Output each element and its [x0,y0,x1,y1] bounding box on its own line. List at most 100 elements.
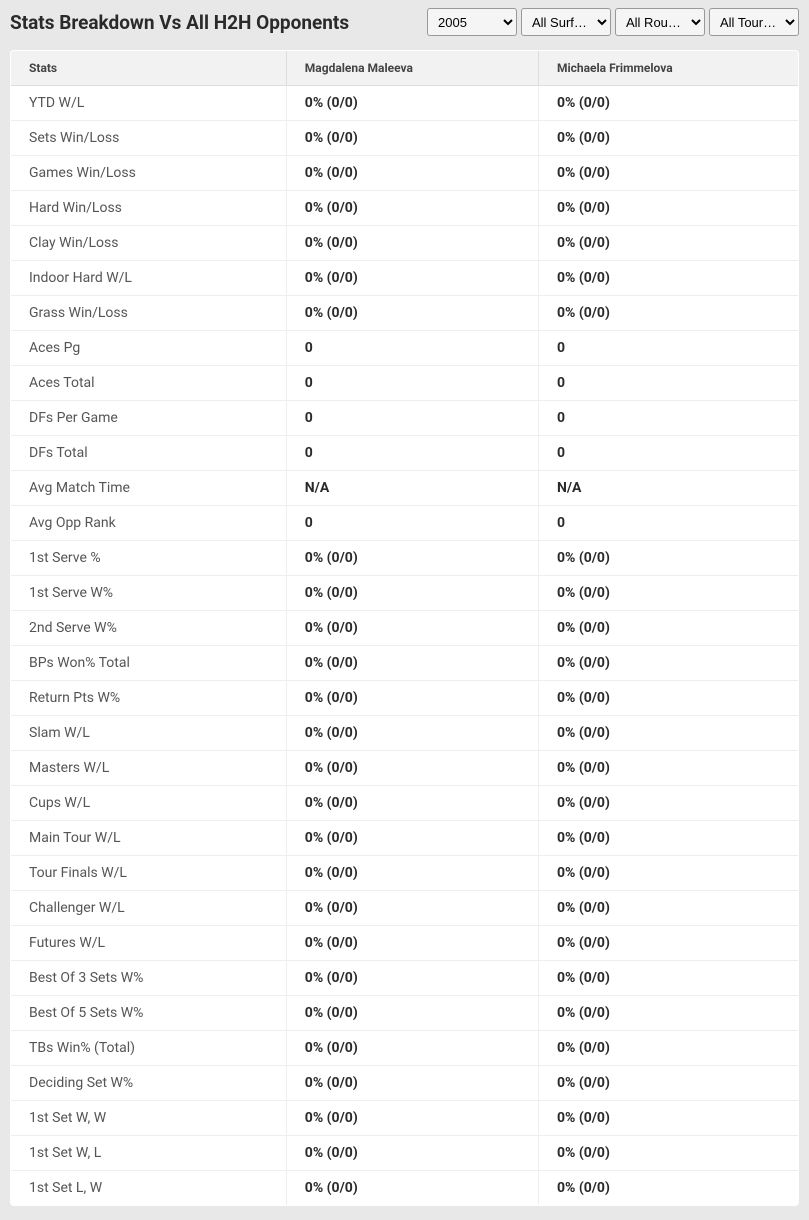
table-row: 1st Set L, W0% (0/0)0% (0/0) [11,1171,799,1206]
table-row: 1st Set W, L0% (0/0)0% (0/0) [11,1136,799,1171]
table-row: Deciding Set W%0% (0/0)0% (0/0) [11,1066,799,1101]
player1-value: 0% (0/0) [286,646,538,681]
player1-value: 0% (0/0) [286,156,538,191]
surface-select[interactable]: All Surf… [521,8,611,36]
player2-value: 0% (0/0) [538,716,798,751]
stat-label: Aces Pg [11,331,287,366]
player1-value: 0% (0/0) [286,996,538,1031]
player2-value: 0% (0/0) [538,926,798,961]
table-row: Avg Match TimeN/AN/A [11,471,799,506]
stat-label: DFs Per Game [11,401,287,436]
player2-value: 0 [538,366,798,401]
header-bar: Stats Breakdown Vs All H2H Opponents 200… [0,0,809,44]
table-row: Sets Win/Loss0% (0/0)0% (0/0) [11,121,799,156]
table-row: 1st Set W, W0% (0/0)0% (0/0) [11,1101,799,1136]
stat-label: 1st Serve % [11,541,287,576]
table-row: Clay Win/Loss0% (0/0)0% (0/0) [11,226,799,261]
player2-value: 0% (0/0) [538,1066,798,1101]
stat-label: YTD W/L [11,86,287,121]
table-row: Best Of 5 Sets W%0% (0/0)0% (0/0) [11,996,799,1031]
player2-value: 0% (0/0) [538,961,798,996]
stat-label: 1st Set L, W [11,1171,287,1206]
player1-value: 0% (0/0) [286,961,538,996]
table-row: Masters W/L0% (0/0)0% (0/0) [11,751,799,786]
player2-value: 0 [538,401,798,436]
player2-value: 0 [538,506,798,541]
table-row: Best Of 3 Sets W%0% (0/0)0% (0/0) [11,961,799,996]
player2-value: N/A [538,471,798,506]
table-row: Indoor Hard W/L0% (0/0)0% (0/0) [11,261,799,296]
player2-value: 0% (0/0) [538,681,798,716]
player1-value: 0% (0/0) [286,716,538,751]
table-row: 2nd Serve W%0% (0/0)0% (0/0) [11,611,799,646]
player2-value: 0% (0/0) [538,1171,798,1206]
table-row: Slam W/L0% (0/0)0% (0/0) [11,716,799,751]
stat-label: Main Tour W/L [11,821,287,856]
stat-label: Games Win/Loss [11,156,287,191]
stat-label: BPs Won% Total [11,646,287,681]
stat-label: Deciding Set W% [11,1066,287,1101]
player1-value: 0% (0/0) [286,856,538,891]
stat-label: Hard Win/Loss [11,191,287,226]
table-row: Challenger W/L0% (0/0)0% (0/0) [11,891,799,926]
table-row: DFs Per Game00 [11,401,799,436]
stat-label: Sets Win/Loss [11,121,287,156]
stat-label: Clay Win/Loss [11,226,287,261]
table-row: Tour Finals W/L0% (0/0)0% (0/0) [11,856,799,891]
stat-label: Slam W/L [11,716,287,751]
table-body: YTD W/L0% (0/0)0% (0/0)Sets Win/Loss0% (… [11,86,799,1206]
stat-label: Best Of 5 Sets W% [11,996,287,1031]
table-row: Games Win/Loss0% (0/0)0% (0/0) [11,156,799,191]
table-row: 1st Serve W%0% (0/0)0% (0/0) [11,576,799,611]
tour-select[interactable]: All Tour… [709,8,799,36]
player1-value: 0 [286,401,538,436]
player1-value: 0% (0/0) [286,121,538,156]
table-row: YTD W/L0% (0/0)0% (0/0) [11,86,799,121]
filter-group: 2005 All Surf… All Rou… All Tour… [427,8,799,36]
page-title: Stats Breakdown Vs All H2H Opponents [10,11,419,34]
player2-value: 0% (0/0) [538,786,798,821]
table-row: TBs Win% (Total)0% (0/0)0% (0/0) [11,1031,799,1066]
player2-value: 0% (0/0) [538,226,798,261]
player2-value: 0% (0/0) [538,121,798,156]
stats-table: Stats Magdalena Maleeva Michaela Frimmel… [10,50,799,1206]
stat-label: Best Of 3 Sets W% [11,961,287,996]
player2-value: 0% (0/0) [538,86,798,121]
stat-label: Grass Win/Loss [11,296,287,331]
column-header-stats: Stats [11,51,287,86]
year-select[interactable]: 2005 [427,8,517,36]
round-select[interactable]: All Rou… [615,8,705,36]
table-container: Stats Magdalena Maleeva Michaela Frimmel… [0,44,809,1216]
stat-label: 1st Serve W% [11,576,287,611]
player1-value: 0 [286,331,538,366]
player1-value: 0% (0/0) [286,821,538,856]
player1-value: 0% (0/0) [286,261,538,296]
table-row: BPs Won% Total0% (0/0)0% (0/0) [11,646,799,681]
player2-value: 0% (0/0) [538,856,798,891]
table-row: Grass Win/Loss0% (0/0)0% (0/0) [11,296,799,331]
player1-value: 0% (0/0) [286,751,538,786]
player2-value: 0% (0/0) [538,261,798,296]
stat-label: 1st Set W, W [11,1101,287,1136]
stat-label: Futures W/L [11,926,287,961]
stat-label: Challenger W/L [11,891,287,926]
table-row: Return Pts W%0% (0/0)0% (0/0) [11,681,799,716]
player1-value: N/A [286,471,538,506]
stat-label: Masters W/L [11,751,287,786]
stat-label: Avg Match Time [11,471,287,506]
player1-value: 0% (0/0) [286,1031,538,1066]
player1-value: 0% (0/0) [286,296,538,331]
player1-value: 0% (0/0) [286,1066,538,1101]
player2-value: 0% (0/0) [538,541,798,576]
player1-value: 0 [286,366,538,401]
player2-value: 0% (0/0) [538,891,798,926]
player1-value: 0% (0/0) [286,786,538,821]
player1-value: 0% (0/0) [286,86,538,121]
table-row: 1st Serve %0% (0/0)0% (0/0) [11,541,799,576]
player1-value: 0% (0/0) [286,191,538,226]
table-row: Aces Total00 [11,366,799,401]
player1-value: 0% (0/0) [286,1136,538,1171]
table-header-row: Stats Magdalena Maleeva Michaela Frimmel… [11,51,799,86]
player1-value: 0 [286,506,538,541]
stat-label: DFs Total [11,436,287,471]
